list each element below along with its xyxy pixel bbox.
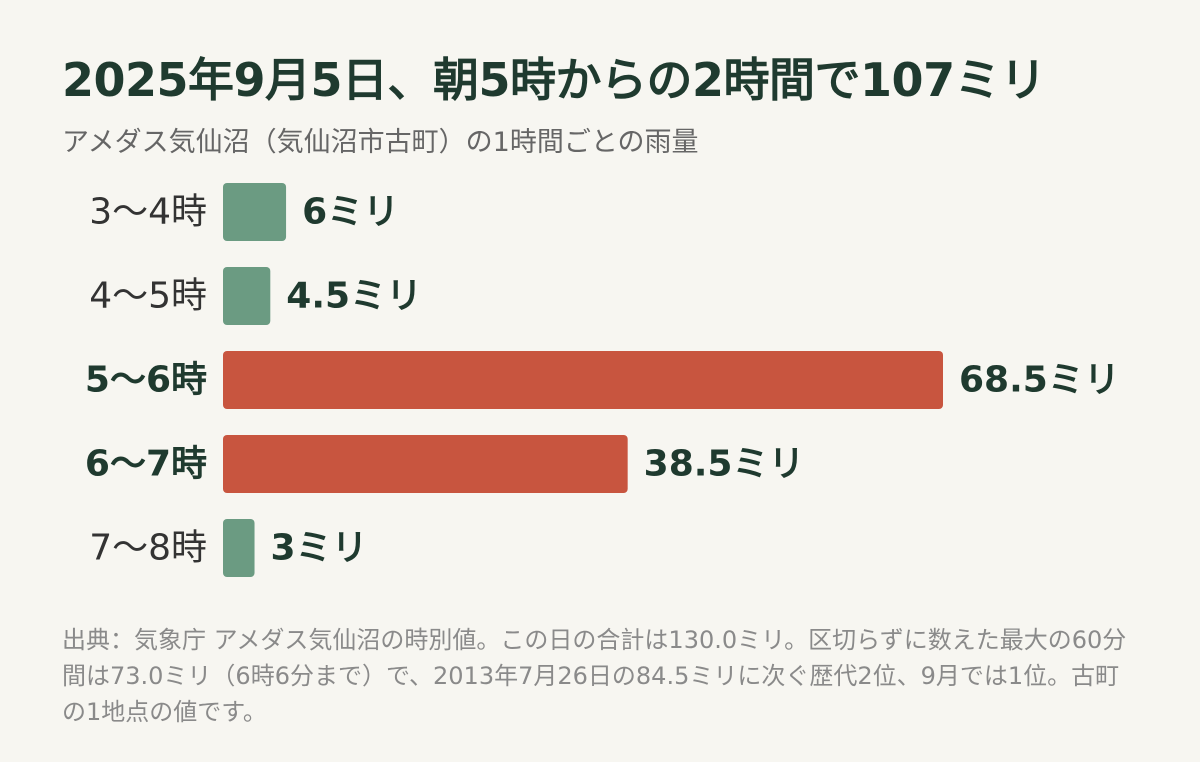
value-label: 38.5ミリ (644, 444, 805, 485)
category-label: 5〜6時 (85, 360, 207, 401)
bar (223, 435, 628, 493)
bar-chart-svg: 3〜4時 6ミリ 4〜5時 4.5ミリ 5〜6時 68.5ミリ 6〜7時 38.5ミリ 7〜8時… (85, 183, 1120, 577)
value-label: 3ミリ (271, 528, 368, 569)
bar-chart: 3〜4時 6ミリ 4〜5時 4.5ミリ 5〜6時 68.5ミリ 6〜7時 38.5ミリ 7〜8時… (0, 170, 1200, 600)
chart-subtitle: アメダス気仙沼（気仙沼市古町）の1時間ごとの雨量 (62, 127, 699, 158)
chart-title: 2025年9月5日、朝5時からの2時間で107ミリ (62, 53, 1046, 107)
category-label: 6〜7時 (85, 444, 207, 485)
bar (223, 183, 287, 241)
value-label: 68.5ミリ (959, 360, 1120, 401)
bar (223, 351, 943, 409)
value-label: 6ミリ (302, 192, 399, 233)
bar (223, 519, 255, 577)
category-label: 3〜4時 (89, 192, 207, 233)
value-label: 4.5ミリ (286, 276, 422, 317)
category-label: 7〜8時 (89, 528, 207, 569)
source-footnote: 出典：気象庁 アメダス気仙沼の時別値。この日の合計は130.0ミリ。区切らずに数… (62, 626, 1127, 726)
category-label: 4〜5時 (89, 276, 207, 317)
bar (223, 267, 271, 325)
